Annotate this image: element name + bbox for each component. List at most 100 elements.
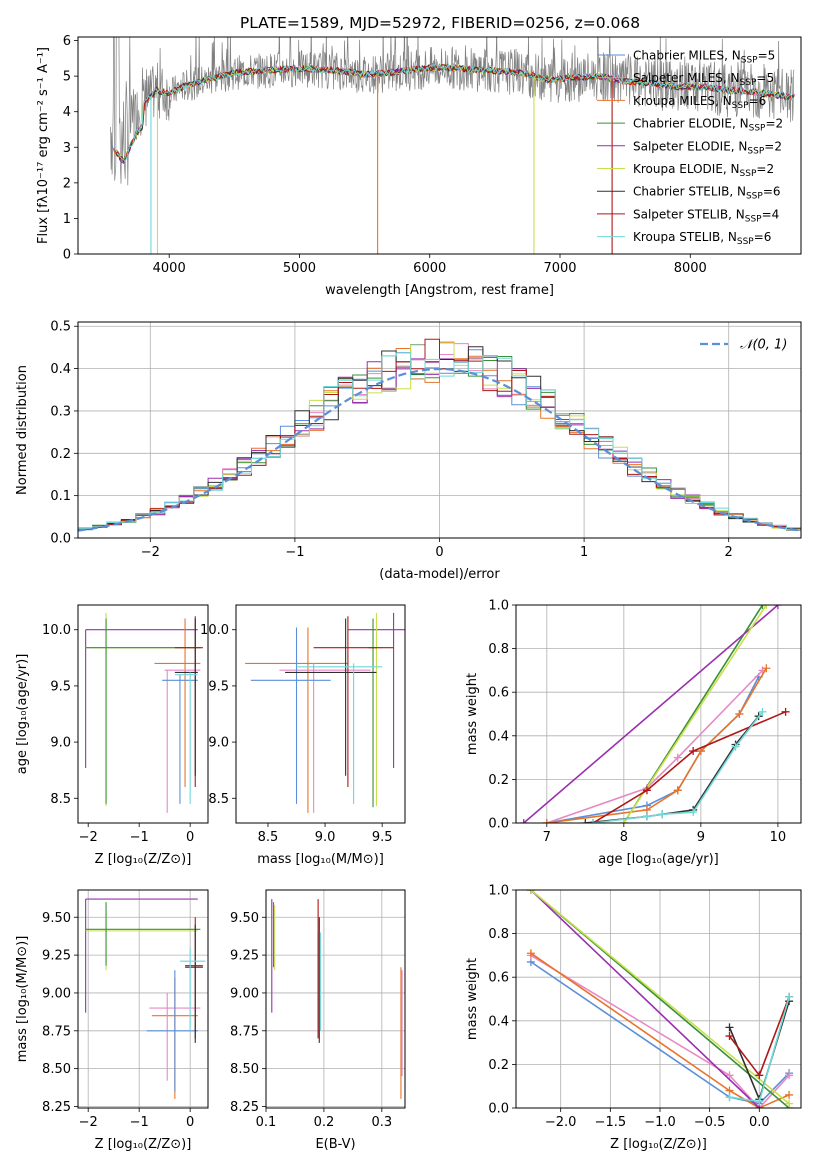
legend-subscript: SSP [740,78,757,88]
massweight_vs_age-ytick-label: 0.4 [488,729,509,744]
mass_vs_ebv-ytick-label: 8.75 [230,1024,259,1039]
massweight_vs_Z-frame [515,889,802,1109]
legend-tail: =6 [749,94,767,108]
legend-tail: =5 [758,49,776,63]
residuals-xtick-label: 0 [435,545,443,560]
series-marker-salpeter_stelib [689,747,698,756]
massweight_vs_Z-panel: −2.0 −1.5 −1.0 −0.5 0.0 0.0 0.2 0.4 0.6 0.8 1.0 Z [… [465,884,802,1152]
spectrum-ytick-label: 3 [63,141,71,156]
mass_vs_Z-xtick-label: −1 [130,1115,149,1130]
age_vs_Z-ytick-label: 9.0 [50,736,71,751]
massweight_vs_age-xlabel: age [log₁₀(age/yr)] [598,852,719,867]
series-marker-kroupa_stelib [689,808,698,817]
legend-label: Salpeter MILES, N [633,71,740,85]
age_vs_Z-xlabel: Z [log₁₀(Z/Z⊙)] [95,852,192,867]
legend-subscript: SSP [746,192,763,202]
age_vs_Z-plot-area [85,612,203,813]
residuals-legend: 𝒩(0, 1) [700,338,787,353]
age_vs_mass-ytick-label: 8.5 [208,792,229,807]
series-marker-kroupa_miles [762,664,771,673]
series-marker-kroupa_miles [673,786,682,795]
massweight_vs_age-frame [515,604,802,824]
residuals-xtick-label: 2 [725,545,733,560]
legend-label: Kroupa ELODIE, N [633,162,740,176]
mass_vs_ebv-ytick-label: 8.50 [230,1062,259,1077]
age_vs_Z-xtick-label: −1 [130,830,149,845]
age_vs_mass-ytick-label: 9.5 [208,679,229,694]
mass_vs_Z-ytick-label: 9.50 [42,911,71,926]
residuals-ytick-label: 0.4 [50,362,71,377]
massweight_vs_Z-ytick-label: 0.0 [488,1102,509,1117]
residuals-xtick-label: −1 [285,545,304,560]
mass_vs_Z-ylabel: mass [log₁₀(M/M⊙)] [15,936,30,1063]
mass_vs_ebv-xtick-label: 0.3 [371,1115,392,1130]
age_vs_mass-frame [235,604,406,824]
massweight_vs_age-ytick-label: 0.0 [488,817,509,832]
mass_vs_Z-plot-area [85,898,206,1099]
massweight_vs_Z-plot-area [526,890,794,1108]
mass_vs_Z-frame [77,889,209,1109]
series-marker-kroupa_miles [735,710,744,718]
massweight_vs_age-xtick-label: 7 [543,830,551,845]
age_vs_mass-xtick-label: 9.0 [315,830,336,845]
normal-curve [78,367,801,532]
massweight_vs_Z-xtick-label: −0.5 [694,1115,726,1130]
massweight_vs_age-xtick-label: 9 [697,830,705,845]
residuals-xtick-label: −2 [141,545,160,560]
legend-subscript: SSP [749,124,766,134]
series-marker-kroupa_miles [526,949,535,958]
massweight_vs_Z-ytick-label: 0.8 [488,927,509,942]
series-marker-kroupa_elodie [762,605,771,609]
series-marker-salpeter_miles [725,1071,734,1080]
legend-subscript: SSP [745,214,762,224]
age_vs_mass-ytick-label: 10.0 [200,623,229,638]
mass_vs_Z-ytick-label: 8.50 [42,1062,71,1077]
series-line-salpeter_elodie [530,890,760,1108]
legend-label: Kroupa MILES, N [633,94,732,108]
mass_vs_ebv-ytick-label: 9.50 [230,911,259,926]
age_vs_Z-ytick-label: 8.5 [50,792,71,807]
legend-entry-salpeter_stelib: Salpeter STELIB, NSSP=4 [633,207,779,224]
massweight_vs_Z-ylabel: mass weight [465,958,480,1040]
mass_vs_ebv-panel: 0.1 0.2 0.3 8.25 8.50 8.75 9.00 9.25 9.50 E(B-V) [230,889,406,1152]
massweight_vs_Z-ytick-label: 0.6 [488,971,509,986]
series-marker-salpeter_stelib [781,707,790,716]
legend-label: Salpeter ELODIE, N [633,139,747,153]
age_vs_mass-ytick-label: 9.0 [208,736,229,751]
series-marker-chabrier_stelib [581,819,590,823]
series-line-salpeter_miles [546,669,764,823]
series-marker-kroupa_elodie [785,1099,794,1108]
spectrum-ytick-label: 2 [63,176,71,191]
age_vs_Z-frame [77,604,209,824]
series-marker-chabrier_elodie [758,605,767,609]
mass_vs_Z-xlabel: Z [log₁₀(Z/Z⊙)] [95,1137,192,1152]
mass_vs_Z-xtick-label: −2 [79,1115,98,1130]
legend-subscript: SSP [747,146,764,156]
series-line-chabrier_miles [530,961,790,1105]
massweight_vs_Z-xlabel: Z [log₁₀(Z/Z⊙)] [610,1137,707,1152]
legend-entry-kroupa_miles: Kroupa MILES, NSSP=6 [633,94,766,111]
spectrum-panel: 4000 5000 6000 7000 8000 0 1 2 3 4 5 6 wavelength [A… [36,34,802,298]
spectrum-ytick-label: 1 [63,212,71,227]
series-marker-salpeter_elodie [519,819,528,823]
mass_vs_ebv-xtick-label: 0.2 [314,1115,335,1130]
mass_vs_ebv-xlabel: E(B-V) [315,1137,355,1152]
mass_vs_ebv-ytick-label: 8.25 [230,1100,259,1115]
model-spectrum-kroupa_stelib [116,63,795,163]
spectrum-xtick-label: 6000 [413,261,446,276]
mass_vs_Z-ytick-label: 9.00 [42,986,71,1001]
spectrum-xtick-label: 8000 [674,261,707,276]
mass_vs_ebv-ytick-label: 9.25 [230,949,259,964]
massweight_vs_Z-xtick-label: −1.0 [644,1115,676,1130]
series-marker-kroupa_stelib [731,742,740,751]
mass_vs_Z-ytick-label: 8.75 [42,1024,71,1039]
massweight_vs_age-panel: 7 8 9 10 0.0 0.2 0.4 0.6 0.8 1.0 age [log₁₀(age/yr… [465,599,802,867]
massweight_vs_age-ytick-label: 1.0 [488,599,509,614]
mass_vs_ebv-ytick-label: 9.00 [230,986,259,1001]
legend-tail: =2 [764,139,782,153]
spectrum-ytick-label: 0 [63,248,71,263]
massweight_vs_Z-xtick-label: −2.0 [545,1115,577,1130]
legend-subscript: SSP [732,101,749,111]
massweight_vs_age-xtick-label: 8 [620,830,628,845]
